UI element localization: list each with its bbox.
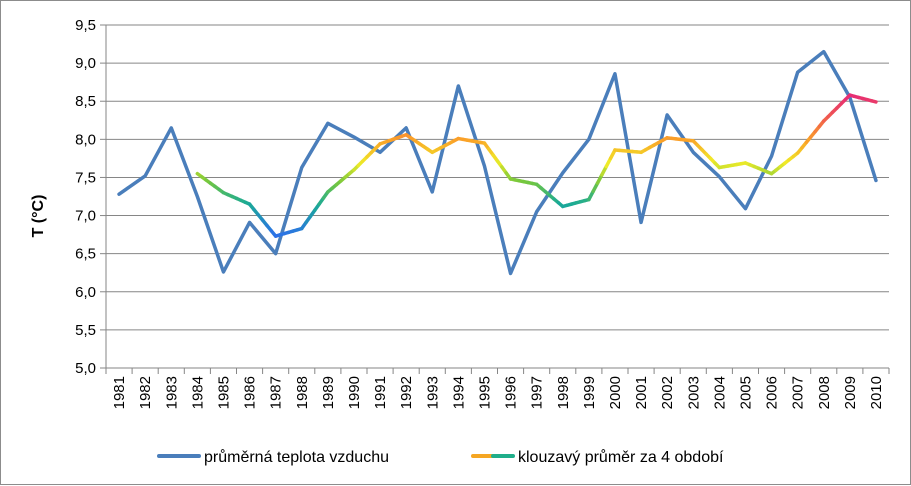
- x-tick-label: 2005: [737, 376, 754, 409]
- x-tick-label: 1985: [215, 376, 232, 409]
- x-tick-label: 1981: [111, 376, 128, 409]
- y-tick-label: 7,0: [75, 208, 96, 225]
- x-tick-label: 2010: [868, 376, 885, 409]
- x-tick-label: 1995: [476, 376, 493, 409]
- y-tick-label: 9,5: [75, 17, 96, 34]
- x-tick-label: 1992: [398, 376, 415, 409]
- x-tick-label: 1991: [372, 376, 389, 409]
- series-lines: [119, 52, 876, 274]
- x-tick-label: 1993: [424, 376, 441, 409]
- x-tick-label: 1988: [294, 376, 311, 409]
- y-tick-label: 9,0: [75, 55, 96, 72]
- x-tick-label: 1984: [189, 376, 206, 409]
- x-tick-label: 2000: [607, 376, 624, 409]
- moving-average-segment: [872, 101, 876, 102]
- y-tick-label: 8,0: [75, 131, 96, 148]
- legend: průměrná teplota vzduchu klouzavý průměr…: [159, 448, 724, 466]
- x-tick-labels: 1981 1982 1983 1984 1985 1986 1987 1988 1989 1990…: [111, 376, 885, 409]
- y-tick-label: 5,0: [75, 360, 96, 377]
- x-tick-label: 2008: [816, 376, 833, 409]
- legend-label-moving-average: klouzavý průměr za 4 období: [518, 448, 724, 466]
- gridlines: [106, 25, 889, 368]
- y-tick-label: 6,5: [75, 246, 96, 263]
- x-tick-label: 1987: [268, 376, 285, 409]
- x-tick-label: 1982: [137, 376, 154, 409]
- x-tick-label: 1994: [450, 376, 467, 409]
- axes: [100, 25, 889, 374]
- x-tick-label: 2003: [685, 376, 702, 409]
- x-tick-label: 1986: [242, 376, 259, 409]
- y-tick-label: 6,0: [75, 284, 96, 301]
- y-axis-title: T (°C): [30, 195, 47, 238]
- x-tick-label: 1996: [503, 376, 520, 409]
- y-tick-label: 5,5: [75, 322, 96, 339]
- x-tick-label: 1989: [320, 376, 337, 409]
- x-tick-label: 2006: [764, 376, 781, 409]
- x-tick-label: 1999: [581, 376, 598, 409]
- x-tick-label: 1997: [529, 376, 546, 409]
- x-tick-label: 1990: [346, 376, 363, 409]
- x-tick-label: 2004: [711, 376, 728, 409]
- x-tick-label: 1998: [555, 376, 572, 409]
- legend-label-actual: průměrná teplota vzduchu: [204, 448, 389, 466]
- x-tick-label: 2009: [842, 376, 859, 409]
- y-tick-label: 8,5: [75, 93, 96, 110]
- y-tick-label: 7,5: [75, 169, 96, 186]
- x-tick-label: 1983: [163, 376, 180, 409]
- x-tick-label: 2001: [633, 376, 650, 409]
- x-tick-label: 2002: [659, 376, 676, 409]
- x-tick-label: 2007: [790, 376, 807, 409]
- y-tick-labels: 5,0 5,5 6,0 6,5 7,0 7,5 8,0 8,5 9,0 9,5: [75, 17, 96, 377]
